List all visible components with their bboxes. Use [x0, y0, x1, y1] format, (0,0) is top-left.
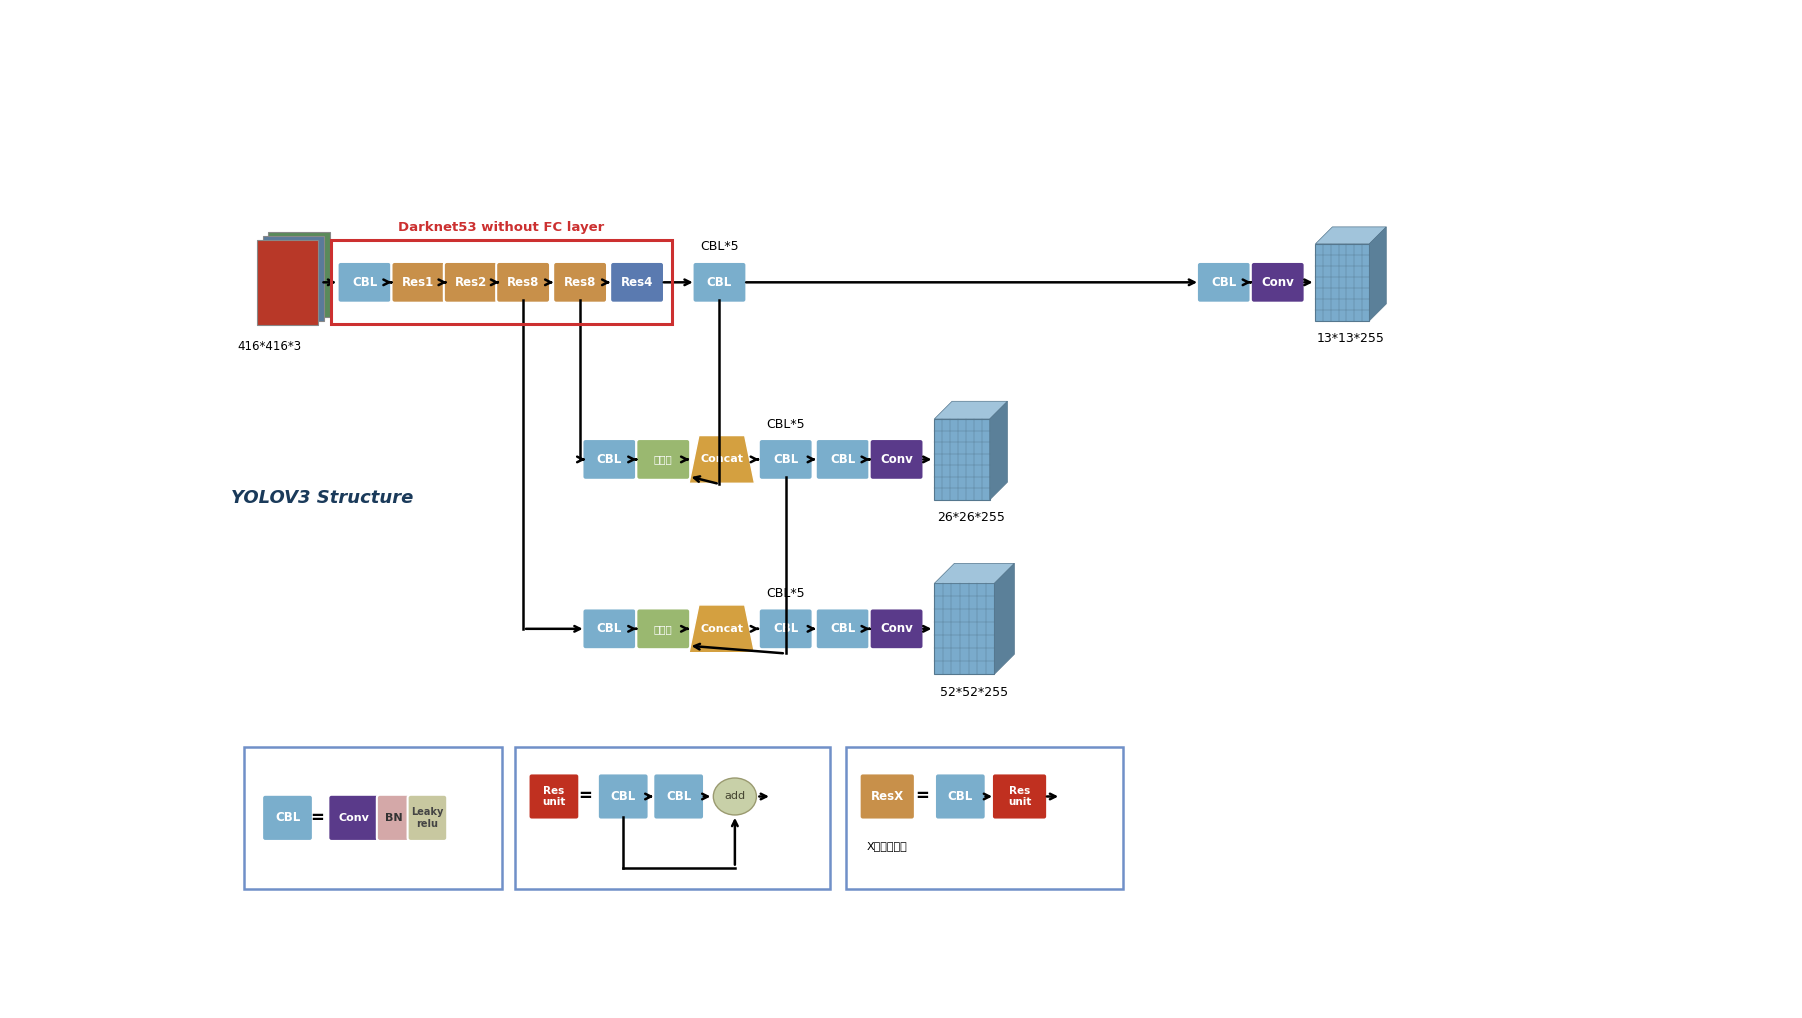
Text: CBL*5: CBL*5	[766, 417, 805, 431]
Text: Res2: Res2	[454, 276, 487, 289]
FancyBboxPatch shape	[935, 774, 986, 819]
FancyBboxPatch shape	[528, 774, 578, 819]
Text: CBL*5: CBL*5	[701, 240, 739, 253]
Text: BN: BN	[386, 812, 402, 823]
FancyBboxPatch shape	[870, 609, 923, 649]
FancyBboxPatch shape	[443, 262, 497, 302]
Text: CBL: CBL	[596, 453, 622, 466]
Text: CBL: CBL	[773, 453, 798, 466]
FancyBboxPatch shape	[337, 262, 391, 302]
FancyBboxPatch shape	[243, 746, 501, 889]
Text: CBL: CBL	[831, 622, 856, 635]
Polygon shape	[933, 563, 1015, 583]
Text: CBL: CBL	[773, 622, 798, 635]
Polygon shape	[688, 605, 755, 653]
Text: =: =	[310, 809, 324, 827]
FancyBboxPatch shape	[816, 439, 870, 479]
Text: =: =	[578, 788, 593, 805]
FancyBboxPatch shape	[391, 262, 445, 302]
FancyBboxPatch shape	[933, 583, 995, 674]
Text: CBL: CBL	[706, 276, 732, 289]
FancyBboxPatch shape	[263, 236, 324, 321]
Text: Res8: Res8	[506, 276, 539, 289]
Text: Leaky
relu: Leaky relu	[411, 807, 443, 829]
Text: Res1: Res1	[402, 276, 434, 289]
FancyBboxPatch shape	[598, 774, 649, 819]
Text: add: add	[724, 791, 746, 801]
FancyBboxPatch shape	[496, 262, 550, 302]
Polygon shape	[989, 401, 1007, 500]
Polygon shape	[1315, 227, 1386, 244]
Text: 上采样: 上采样	[654, 624, 672, 634]
Text: Conv: Conv	[1261, 276, 1294, 289]
FancyBboxPatch shape	[611, 262, 663, 302]
Text: X个残差组件: X个残差组件	[867, 841, 908, 851]
Text: CBL: CBL	[596, 622, 622, 635]
FancyBboxPatch shape	[860, 774, 915, 819]
Text: Concat: Concat	[701, 624, 742, 634]
FancyBboxPatch shape	[407, 795, 447, 841]
FancyBboxPatch shape	[553, 262, 607, 302]
FancyBboxPatch shape	[636, 439, 690, 479]
Text: CBL: CBL	[611, 790, 636, 803]
FancyBboxPatch shape	[759, 609, 813, 649]
FancyBboxPatch shape	[636, 609, 690, 649]
Text: Conv: Conv	[879, 453, 914, 466]
Text: CBL: CBL	[667, 790, 692, 803]
Text: 52*52*255: 52*52*255	[941, 686, 1009, 698]
Polygon shape	[933, 401, 1007, 419]
Text: Res
unit: Res unit	[542, 786, 566, 807]
Polygon shape	[1370, 227, 1386, 321]
Polygon shape	[995, 563, 1015, 674]
Text: Conv: Conv	[339, 812, 369, 823]
Text: 上采样: 上采样	[654, 454, 672, 464]
Text: Concat: Concat	[701, 454, 742, 464]
Text: CBL: CBL	[351, 276, 377, 289]
Text: 416*416*3: 416*416*3	[238, 340, 303, 353]
Text: CBL: CBL	[831, 453, 856, 466]
FancyBboxPatch shape	[268, 232, 330, 317]
FancyBboxPatch shape	[582, 609, 636, 649]
Text: CBL: CBL	[1211, 276, 1236, 289]
Text: CBL: CBL	[276, 811, 301, 825]
FancyBboxPatch shape	[377, 795, 411, 841]
FancyBboxPatch shape	[870, 439, 923, 479]
FancyBboxPatch shape	[582, 439, 636, 479]
FancyBboxPatch shape	[256, 240, 319, 325]
FancyBboxPatch shape	[515, 746, 831, 889]
Ellipse shape	[714, 778, 757, 815]
FancyBboxPatch shape	[328, 795, 378, 841]
Text: Res4: Res4	[622, 276, 654, 289]
FancyBboxPatch shape	[816, 609, 870, 649]
Text: 13*13*255: 13*13*255	[1317, 332, 1384, 345]
FancyBboxPatch shape	[991, 774, 1047, 819]
FancyBboxPatch shape	[692, 262, 746, 302]
FancyBboxPatch shape	[1315, 244, 1370, 321]
FancyBboxPatch shape	[261, 795, 314, 841]
Text: =: =	[915, 788, 930, 805]
Text: ResX: ResX	[870, 790, 905, 803]
Text: Res8: Res8	[564, 276, 596, 289]
Text: CBL: CBL	[948, 790, 973, 803]
Polygon shape	[688, 436, 755, 484]
Text: 26*26*255: 26*26*255	[937, 511, 1006, 524]
Text: Darknet53 without FC layer: Darknet53 without FC layer	[398, 221, 605, 234]
FancyBboxPatch shape	[933, 419, 989, 500]
Text: Conv: Conv	[879, 622, 914, 635]
FancyBboxPatch shape	[654, 774, 705, 819]
Text: CBL*5: CBL*5	[766, 587, 805, 600]
FancyBboxPatch shape	[845, 746, 1123, 889]
FancyBboxPatch shape	[1251, 262, 1305, 302]
FancyBboxPatch shape	[1197, 262, 1251, 302]
Text: Res
unit: Res unit	[1007, 786, 1031, 807]
FancyBboxPatch shape	[759, 439, 813, 479]
Text: YOLOV3 Structure: YOLOV3 Structure	[231, 489, 413, 507]
